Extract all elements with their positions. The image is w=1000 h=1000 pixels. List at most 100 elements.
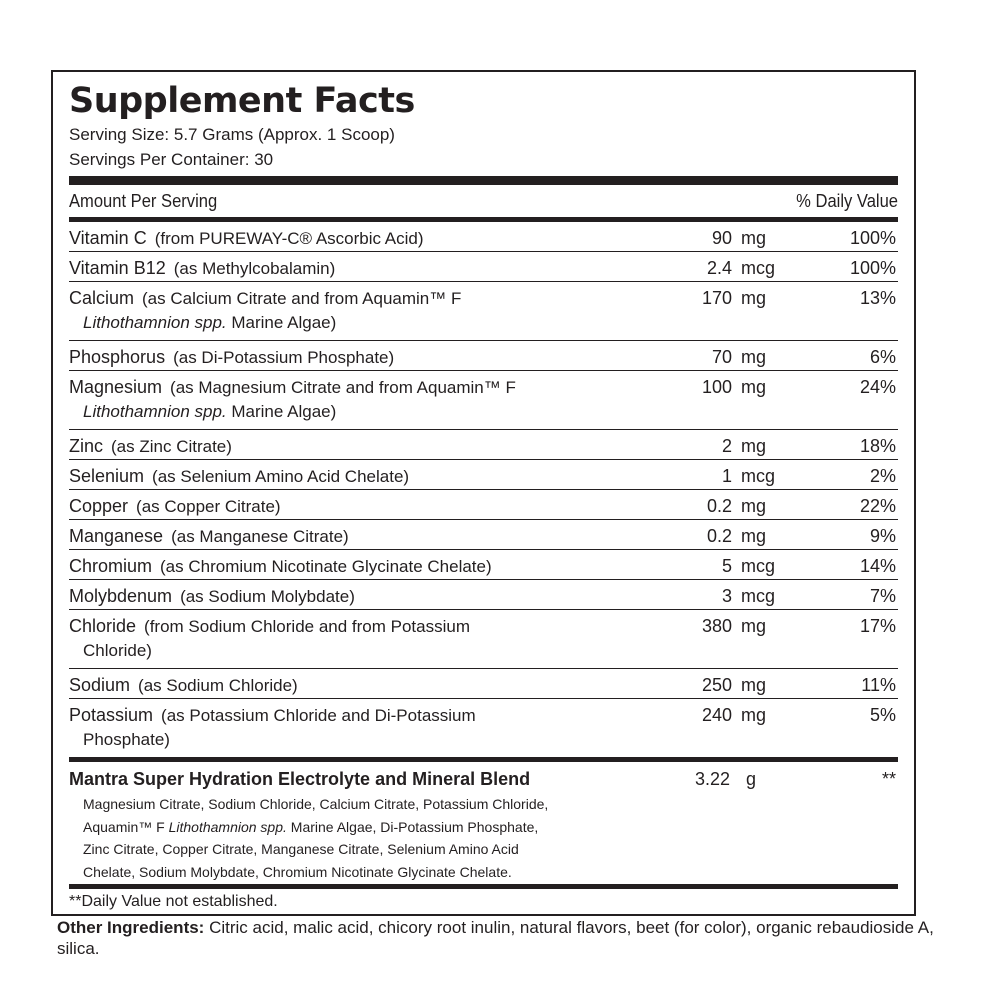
nutrient-row: Molybdenum (as Sodium Molybdate) 3 mcg 7% [69, 579, 898, 609]
nutrient-source: (as Chromium Nicotinate Glycinate Chelat… [160, 557, 492, 576]
nutrient-source-text: Phosphate) [83, 730, 170, 749]
nutrient-label: Vitamin B12 [69, 258, 166, 278]
nutrient-source: (from PUREWAY-C® Ascorbic Acid) [154, 229, 424, 248]
nutrient-source: (as Magnesium Citrate and from Aquamin™ … [170, 378, 516, 397]
nutrient-daily-value: 14% [859, 556, 896, 576]
nutrient-row: Phosphorus (as Di-Potassium Phosphate) 70 m… [69, 340, 898, 370]
nutrient-daily-value: 5% [869, 705, 896, 725]
blend-ingredients-line: Zinc Citrate, Copper Citrate, Manganese … [83, 841, 519, 857]
nutrient-row: Chromium (as Chromium Nicotinate Glycinat… [69, 549, 898, 579]
blend-daily-value: ** [881, 769, 896, 789]
nutrient-name: Manganese (as Manganese Citrate) [69, 524, 349, 549]
nutrient-name: Molybdenum (as Sodium Molybdate) [69, 584, 355, 609]
nutrient-unit: mg [741, 705, 767, 725]
nutrient-label: Potassium [69, 705, 154, 725]
nutrient-label: Copper [69, 496, 129, 516]
other-ingredients-text: Citric acid, malic acid, chicory root in… [57, 918, 934, 958]
footnote: **Daily Value not established. [69, 893, 278, 910]
nutrient-unit: mg [741, 347, 767, 367]
nutrient-label: Chromium [69, 556, 153, 576]
nutrient-source-text: Chloride) [83, 641, 152, 660]
nutrient-name: Magnesium (as Magnesium Citrate and from … [69, 375, 516, 400]
nutrient-name: Zinc (as Zinc Citrate) [69, 434, 232, 459]
nutrient-daily-value: 9% [869, 526, 896, 546]
nutrient-source: (as Potassium Chloride and Di-Potassium [161, 706, 476, 725]
nutrient-amount: 90 [711, 228, 732, 248]
nutrient-source: (as Manganese Citrate) [171, 527, 349, 546]
nutrient-label: Molybdenum [69, 586, 173, 606]
nutrient-daily-value: 6% [869, 347, 896, 367]
nutrient-amount: 0.2 [706, 496, 732, 516]
nutrient-row: Copper (as Copper Citrate) 0.2 mg 22% [69, 489, 898, 519]
header-divider [69, 217, 898, 222]
blend-ingredients-line: Aquamin™ F Lithothamnion spp. Marine Alg… [83, 816, 643, 839]
blend-name: Mantra Super Hydration Electrolyte and M… [69, 769, 531, 789]
blend-ingredients-italic: Lithothamnion spp. [168, 818, 287, 835]
nutrient-label: Selenium [69, 466, 145, 486]
nutrient-table: Vitamin C (from PUREWAY-C® Ascorbic Acid)… [69, 222, 898, 757]
nutrient-daily-value: 13% [859, 288, 896, 308]
nutrient-unit: mg [741, 526, 767, 546]
nutrient-source: (from Sodium Chloride and from Potassium [144, 617, 471, 636]
nutrient-label: Manganese [69, 526, 164, 546]
nutrient-row: Calcium (as Calcium Citrate and from Aqua… [69, 281, 898, 340]
nutrient-name: Chloride (from Sodium Chloride and from P… [69, 614, 470, 639]
blend-unit: g [746, 769, 757, 789]
nutrient-row: Selenium (as Selenium Amino Acid Chelate)… [69, 459, 898, 489]
nutrient-name: Copper (as Copper Citrate) [69, 494, 281, 519]
other-ingredients: Other Ingredients: Citric acid, malic ac… [57, 917, 937, 959]
nutrient-daily-value: 11% [861, 675, 896, 695]
nutrient-source: (as Selenium Amino Acid Chelate) [152, 467, 410, 486]
nutrient-amount: 100 [701, 377, 732, 397]
nutrient-unit: mg [741, 377, 767, 397]
nutrient-unit: mg [741, 616, 767, 636]
servings-per-container: Servings Per Container: 30 [69, 150, 274, 169]
nutrient-amount: 240 [701, 705, 732, 725]
nutrient-unit: mg [741, 288, 767, 308]
nutrient-source-text: Marine Algae) [226, 402, 337, 421]
nutrient-source-continued: Chloride) [83, 639, 152, 663]
nutrient-amount: 2 [721, 436, 732, 456]
blend-ingredients-line: Chelate, Sodium Molybdate, Chromium Nico… [83, 863, 512, 880]
nutrient-source: (as Sodium Molybdate) [180, 587, 355, 606]
nutrient-source-italic: Lithothamnion spp. [83, 313, 227, 332]
nutrient-source-text: Marine Algae) [226, 313, 337, 332]
nutrient-source: (as Copper Citrate) [136, 497, 281, 516]
nutrient-row: Manganese (as Manganese Citrate) 0.2 mg 9% [69, 519, 898, 549]
nutrient-daily-value: 2% [869, 466, 896, 486]
nutrient-label: Chloride [69, 616, 137, 636]
proprietary-blend: Mantra Super Hydration Electrolyte and M… [69, 762, 898, 884]
amount-per-serving-header: Amount Per Serving [69, 191, 218, 211]
nutrient-amount: 170 [701, 288, 732, 308]
nutrient-name: Phosphorus (as Di-Potassium Phosphate) [69, 345, 394, 370]
nutrient-name: Potassium (as Potassium Chloride and Di-P… [69, 703, 476, 728]
nutrient-unit: mg [741, 436, 767, 456]
nutrient-label: Zinc [69, 436, 104, 456]
nutrient-amount: 380 [701, 616, 732, 636]
nutrient-daily-value: 18% [859, 436, 896, 456]
panel-title: Supplement Facts [69, 81, 415, 121]
nutrient-amount: 2.4 [706, 258, 732, 278]
nutrient-label: Vitamin C [69, 228, 147, 248]
nutrient-name: Vitamin C (from PUREWAY-C® Ascorbic Acid) [69, 226, 424, 251]
nutrient-source-italic: Lithothamnion spp. [83, 402, 227, 421]
nutrient-source: (as Zinc Citrate) [111, 437, 232, 456]
nutrient-unit: mcg [741, 466, 776, 486]
nutrient-daily-value: 100% [849, 258, 896, 278]
nutrient-source-continued: Phosphate) [83, 728, 170, 752]
nutrient-unit: mcg [741, 586, 776, 606]
blend-ingredients: Magnesium Citrate, Sodium Chloride, Calc… [83, 793, 643, 883]
nutrient-source-continued: Lithothamnion spp. Marine Algae) [83, 311, 336, 335]
table-header: Amount Per Serving % Daily Value [69, 185, 898, 217]
nutrient-row: Chloride (from Sodium Chloride and from P… [69, 609, 898, 668]
nutrient-source-continued: Lithothamnion spp. Marine Algae) [83, 400, 336, 424]
nutrient-amount: 1 [721, 466, 732, 486]
nutrient-source: (as Di-Potassium Phosphate) [173, 348, 395, 367]
nutrient-daily-value: 24% [859, 377, 896, 397]
nutrient-source: (as Methylcobalamin) [173, 259, 336, 278]
nutrient-amount: 0.2 [706, 526, 732, 546]
nutrient-unit: mcg [741, 258, 776, 278]
blend-divider [69, 757, 898, 762]
nutrient-unit: mg [741, 675, 767, 695]
nutrient-label: Sodium [69, 675, 131, 695]
